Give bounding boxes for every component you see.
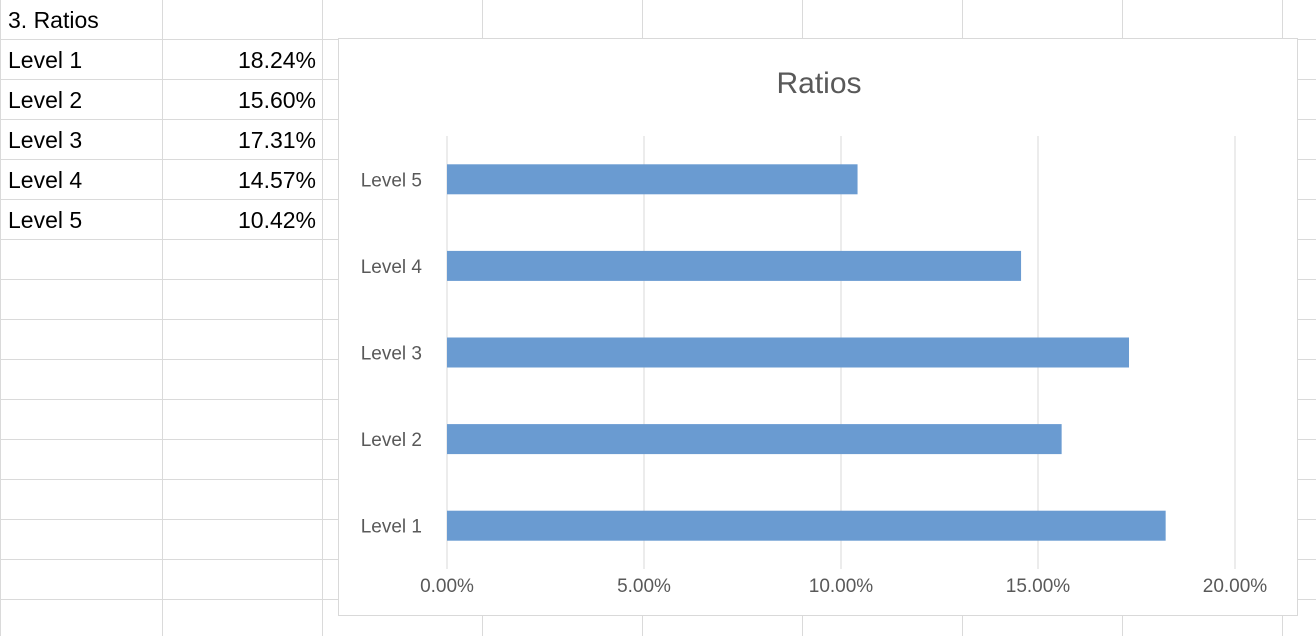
row-value-cell[interactable]: 10.42% xyxy=(237,207,316,233)
bar[interactable] xyxy=(447,424,1062,455)
bar[interactable] xyxy=(447,250,1022,281)
row-label-cell[interactable]: Level 3 xyxy=(8,127,83,153)
y-tick-label: Level 2 xyxy=(361,430,422,451)
row-value-cell[interactable]: 15.60% xyxy=(237,87,316,113)
x-tick-label: 15.00% xyxy=(1006,576,1071,597)
row-label-cell[interactable]: Level 5 xyxy=(8,207,83,233)
x-tick-label: 0.00% xyxy=(420,576,474,597)
row-value-cell[interactable]: 14.57% xyxy=(237,167,316,193)
bar[interactable] xyxy=(447,510,1166,541)
y-tick-label: Level 4 xyxy=(361,257,423,278)
bar[interactable] xyxy=(447,164,858,195)
y-tick-label: Level 3 xyxy=(361,344,422,365)
y-tick-label: Level 1 xyxy=(361,517,422,538)
bar[interactable] xyxy=(447,337,1130,368)
row-label-cell[interactable]: Level 4 xyxy=(8,167,83,193)
x-tick-label: 20.00% xyxy=(1203,576,1268,597)
row-label-cell[interactable]: Level 1 xyxy=(8,47,83,73)
chart-title: Ratios xyxy=(776,67,861,100)
bar-chart[interactable]: Ratios 0.00% 5.00% 10.00% 15.00% 20.00% Level… xyxy=(338,38,1298,616)
row-value-cell[interactable]: 17.31% xyxy=(237,127,316,153)
row-value-cell[interactable]: 18.24% xyxy=(237,47,316,73)
sheet-header-cell[interactable]: 3. Ratios xyxy=(8,7,99,33)
x-tick-label: 10.00% xyxy=(809,576,874,597)
row-label-cell[interactable]: Level 2 xyxy=(8,87,83,113)
x-tick-label: 5.00% xyxy=(617,576,671,597)
y-tick-label: Level 5 xyxy=(361,170,422,191)
